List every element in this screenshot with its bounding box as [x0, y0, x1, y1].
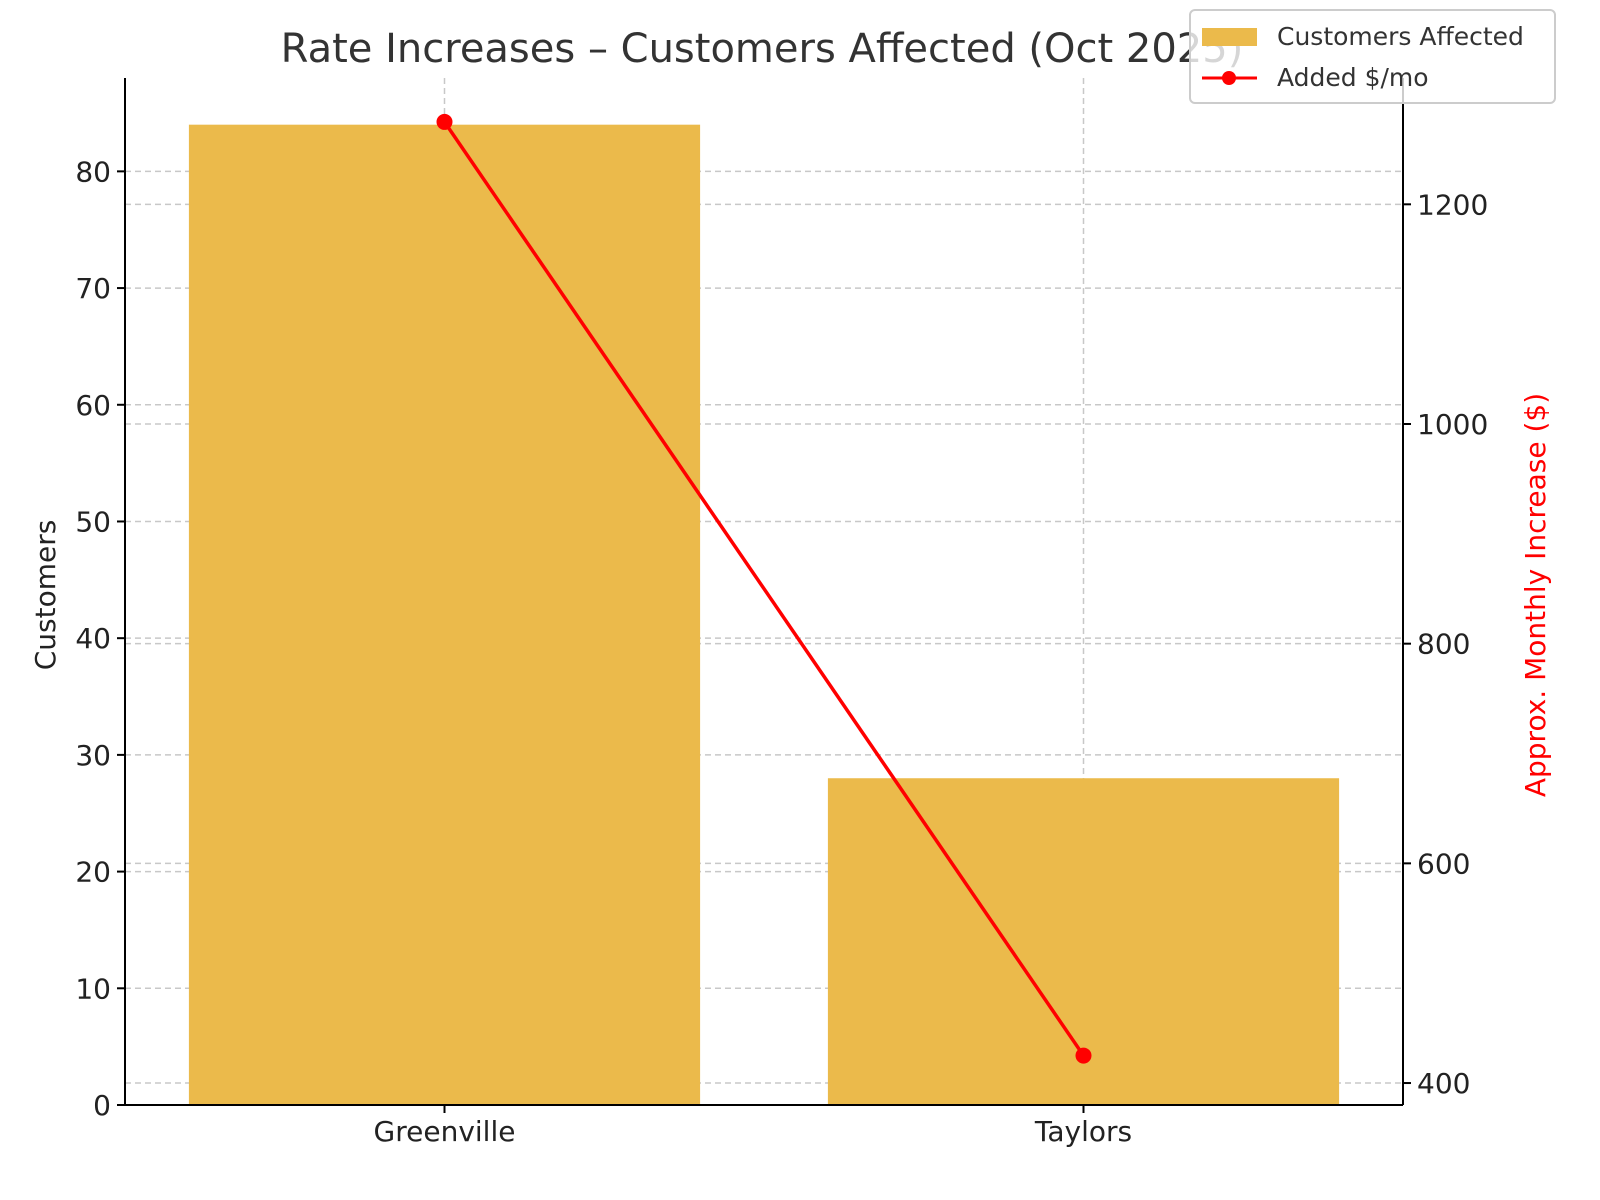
y-tick-label: 80 — [75, 155, 111, 188]
legend-marker-icon — [1222, 71, 1236, 85]
x-tick-label: Greenville — [374, 1115, 516, 1148]
legend-box — [1189, 9, 1556, 104]
axes: 0 10 20 30 40 50 60 70 80 400 600 800 1000 1200 Greenv… — [75, 78, 1488, 1148]
y-tick-label: 40 — [75, 622, 111, 655]
y-right-tick-label: 1200 — [1417, 188, 1488, 221]
y-right-tick-label: 800 — [1417, 628, 1470, 661]
legend-label-customers: Customers Affected — [1277, 22, 1524, 51]
y-tick-label: 0 — [93, 1089, 111, 1122]
y-tick-label: 60 — [75, 389, 111, 422]
y-tick-label: 50 — [75, 505, 111, 538]
y-tick-label: 10 — [75, 972, 111, 1005]
legend-bar-swatch-icon — [1202, 28, 1257, 46]
bar-greenville — [188, 124, 701, 1105]
y-axis-label: Customers — [29, 520, 62, 671]
legend: Customers Affected Added $/mo — [1189, 9, 1556, 104]
bars — [188, 124, 1340, 1105]
line-series — [436, 113, 1092, 1064]
y-right-tick-label: 600 — [1417, 847, 1470, 880]
chart-title: Rate Increases – Customers Affected (Oct… — [281, 26, 1244, 72]
y-axis-right-label: Approx. Monthly Increase ($) — [1519, 393, 1552, 797]
data-point-marker — [436, 113, 453, 130]
legend-label-added: Added $/mo — [1277, 63, 1429, 92]
y-right-tick-label: 1000 — [1417, 408, 1488, 441]
x-tick-label: Taylors — [1034, 1115, 1132, 1148]
data-point-marker — [1075, 1047, 1092, 1064]
added-cost-line — [443, 120, 1085, 1057]
y-right-tick-label: 400 — [1417, 1067, 1470, 1100]
y-tick-label: 30 — [75, 739, 111, 772]
y-tick-label: 20 — [75, 856, 111, 889]
y-tick-label: 70 — [75, 272, 111, 305]
